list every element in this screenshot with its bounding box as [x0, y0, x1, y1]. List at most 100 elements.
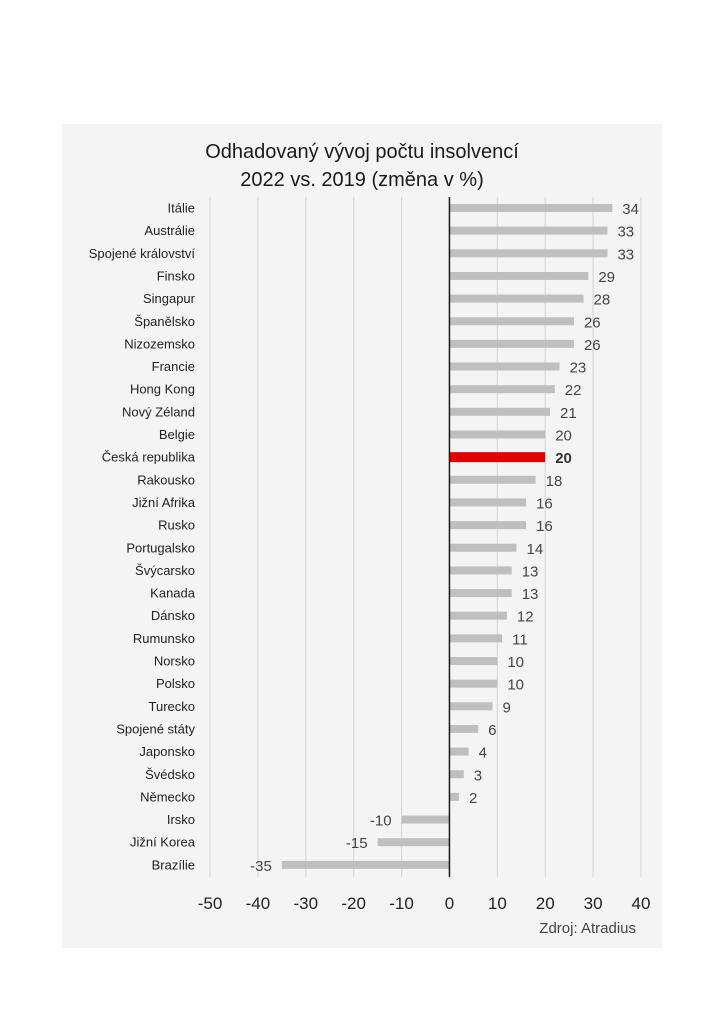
- data-label: 6: [488, 722, 496, 739]
- category-label: Turecko: [149, 699, 195, 714]
- data-label: 13: [522, 563, 539, 580]
- category-label: Japonsko: [139, 744, 195, 759]
- data-label: 14: [526, 541, 543, 558]
- bar: [449, 589, 512, 598]
- x-tick-label: 10: [488, 894, 507, 913]
- data-label: 16: [536, 495, 553, 512]
- data-label: 33: [617, 246, 634, 263]
- category-label: Norsko: [154, 654, 195, 669]
- category-label: Švédsko: [145, 767, 195, 782]
- category-label: Rusko: [158, 518, 195, 533]
- category-label: Singapur: [143, 291, 196, 306]
- data-label: 4: [479, 745, 487, 762]
- category-label: Francie: [152, 359, 195, 374]
- x-tick-label: 0: [445, 894, 454, 913]
- data-label: 2: [469, 790, 477, 807]
- bar: [449, 362, 560, 371]
- bar: [449, 792, 460, 801]
- bar: [449, 249, 608, 258]
- x-tick-label: 20: [536, 894, 555, 913]
- source-note: Zdroj: Atradius: [539, 920, 636, 937]
- bar: [449, 679, 498, 688]
- bar: [449, 407, 551, 416]
- data-label: 9: [503, 699, 511, 716]
- bar: [449, 294, 584, 303]
- x-tick-label: 40: [632, 894, 651, 913]
- category-label: Nizozemsko: [124, 336, 195, 351]
- bar: [449, 339, 574, 348]
- bar: [401, 815, 450, 824]
- bar: [449, 634, 503, 643]
- category-label: Česká republika: [102, 450, 196, 465]
- data-label: 16: [536, 518, 553, 535]
- chart-panel: [62, 124, 662, 948]
- category-label: Spojené státy: [116, 721, 195, 736]
- category-label: Belgie: [159, 427, 195, 442]
- data-label: 22: [565, 382, 582, 399]
- bar: [449, 498, 527, 507]
- category-label: Dánsko: [151, 608, 195, 623]
- category-label: Švýcarsko: [135, 563, 195, 578]
- category-label: Polsko: [156, 676, 195, 691]
- bar: [449, 724, 479, 733]
- data-label: 26: [584, 314, 601, 331]
- data-label: 28: [594, 292, 611, 309]
- category-label: Rumunsko: [133, 631, 195, 646]
- category-label: Rakousko: [137, 472, 195, 487]
- bar: [449, 430, 546, 439]
- category-label: Brazílie: [152, 857, 195, 872]
- category-label: Portugalsko: [126, 540, 195, 555]
- data-label: 34: [622, 201, 639, 218]
- bar: [449, 566, 512, 575]
- bar: [449, 702, 493, 711]
- data-label: -15: [346, 835, 368, 852]
- category-label: Německo: [140, 789, 195, 804]
- data-label: 12: [517, 609, 534, 626]
- bar: [449, 747, 469, 756]
- bar: [449, 475, 536, 484]
- data-label: 3: [474, 767, 482, 784]
- data-label: 26: [584, 337, 601, 354]
- data-label: 10: [507, 654, 524, 671]
- bar: [449, 611, 507, 620]
- category-label: Itálie: [168, 201, 195, 216]
- data-label: -35: [250, 858, 272, 875]
- category-label: Kanada: [150, 586, 196, 601]
- data-label: 29: [598, 269, 615, 286]
- bar: [449, 317, 574, 326]
- bar: [449, 452, 546, 463]
- category-label: Jižní Korea: [130, 835, 196, 850]
- data-label: 20: [555, 450, 572, 467]
- data-label: 33: [617, 224, 634, 241]
- category-label: Irsko: [167, 812, 195, 827]
- bar: [449, 226, 608, 235]
- bar: [377, 838, 450, 847]
- category-label: Hong Kong: [130, 382, 195, 397]
- category-label: Nový Zéland: [122, 404, 195, 419]
- bar: [449, 543, 517, 552]
- data-label: 23: [570, 360, 587, 377]
- category-label: Austrálie: [144, 223, 195, 238]
- x-tick-label: -40: [246, 894, 271, 913]
- x-tick-label: -20: [341, 894, 366, 913]
- x-tick-label: -10: [389, 894, 414, 913]
- data-label: 18: [546, 473, 563, 490]
- chart-title: Odhadovaný vývoj počtu insolvencí 2022 v…: [62, 138, 662, 194]
- data-label: 11: [512, 631, 528, 648]
- data-label: 20: [555, 428, 572, 445]
- bar: [449, 204, 613, 212]
- bar: [449, 385, 555, 394]
- bar: [449, 657, 498, 665]
- title-line-2: 2022 vs. 2019 (změna v %): [240, 169, 484, 191]
- x-tick-label: -30: [293, 894, 318, 913]
- category-label: Finsko: [157, 268, 195, 283]
- data-label: -10: [370, 813, 392, 830]
- category-label: Španělsko: [134, 314, 195, 329]
- data-label: 13: [522, 586, 539, 603]
- x-tick-label: 30: [584, 894, 603, 913]
- data-label: 10: [507, 677, 524, 694]
- bar: [449, 271, 589, 280]
- data-label: 21: [560, 405, 577, 422]
- bar: [449, 770, 464, 779]
